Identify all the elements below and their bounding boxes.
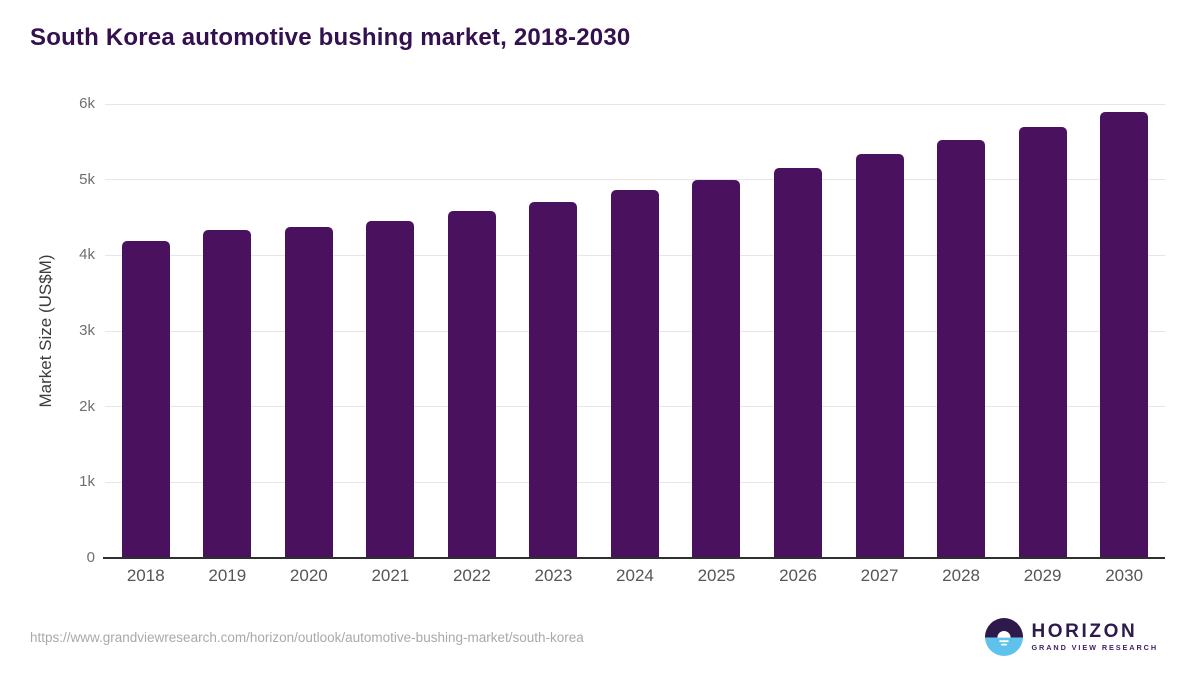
y-tick-label-6k: 6k — [79, 95, 95, 112]
y-tick-label-5k: 5k — [79, 170, 95, 188]
bar-slot-2021 — [350, 104, 432, 558]
bar-slot-2025 — [676, 104, 758, 558]
bar-slot-2026 — [757, 104, 839, 558]
plot-area — [103, 103, 1165, 559]
x-tick-label-2028: 2028 — [942, 566, 980, 585]
logo-subtitle: GRAND VIEW RESEARCH — [1031, 642, 1158, 652]
bar-slot-2020 — [268, 104, 350, 558]
bar-2030 — [1100, 111, 1149, 558]
x-tick-label-2018: 2018 — [126, 566, 165, 585]
x-tick-label-2021: 2021 — [371, 566, 410, 585]
bar-2020 — [284, 227, 333, 558]
x-tick-label-2025: 2025 — [697, 566, 736, 585]
x-tick-label-2030: 2030 — [1105, 566, 1144, 585]
bar-slot-2030 — [1083, 104, 1165, 558]
chart-title: South Korea automotive bushing market, 2… — [30, 24, 631, 51]
y-tick-label-4k: 4k — [79, 246, 95, 264]
bar-2023 — [529, 201, 578, 558]
bar-2027 — [855, 153, 904, 558]
bar-2019 — [203, 230, 252, 558]
bar-slot-2023 — [513, 104, 595, 558]
x-tick-label-2020: 2020 — [289, 566, 328, 585]
x-axis-labels: 2018 2019 2020 2021 2022 2023 2024 2025 2026 2027… — [105, 566, 1165, 586]
x-tick-label-2023: 2023 — [534, 566, 573, 585]
horizon-logo: HORIZON GRAND VIEW RESEARCH — [985, 618, 1158, 656]
bar-slot-2018 — [105, 104, 187, 558]
bar-2026 — [774, 167, 823, 558]
logo-text: HORIZON GRAND VIEW RESEARCH — [1031, 620, 1158, 653]
bar-2022 — [447, 211, 496, 558]
gridline-5k — [105, 179, 1165, 181]
x-tick-label-2026: 2026 — [779, 566, 817, 585]
bar-2024 — [610, 190, 659, 558]
gridline-6k — [105, 103, 1165, 105]
x-tick-label-2022: 2022 — [452, 566, 491, 585]
y-tick-label-1k: 1k — [79, 473, 95, 491]
footer: https://www.grandviewresearch.com/horizo… — [0, 610, 1200, 675]
x-tick-label-2027: 2027 — [860, 566, 899, 585]
bar-slot-2019 — [187, 104, 269, 558]
bar-2018 — [121, 240, 170, 558]
bar-slot-2022 — [431, 104, 513, 558]
x-tick-label-2029: 2029 — [1023, 566, 1062, 585]
x-axis-line — [103, 557, 1165, 559]
x-tick-label-2024: 2024 — [616, 566, 654, 585]
bar-slot-2024 — [594, 104, 676, 558]
bar-2021 — [366, 221, 415, 558]
bar-slot-2028 — [920, 104, 1002, 558]
x-tick-label-2019: 2019 — [208, 566, 247, 585]
bar-2029 — [1018, 126, 1067, 558]
logo-brand: HORIZON — [1031, 620, 1138, 642]
y-tick-label-0: 0 — [86, 549, 95, 566]
bar-slot-2027 — [839, 104, 921, 558]
bar-chart: Market Size (US$M) 0 1k 2k 3k 4k 5k 6k 2018 201… — [36, 95, 1165, 586]
source-url: https://www.grandviewresearch.com/horizo… — [30, 630, 584, 645]
bars-group — [105, 104, 1165, 558]
y-tick-label-2k: 2k — [79, 397, 95, 415]
horizon-sunrise-icon — [985, 618, 1024, 656]
bar-2028 — [937, 140, 986, 558]
y-tick-label-3k: 3k — [79, 322, 95, 339]
bar-slot-2029 — [1002, 104, 1084, 558]
bar-2025 — [692, 179, 741, 558]
